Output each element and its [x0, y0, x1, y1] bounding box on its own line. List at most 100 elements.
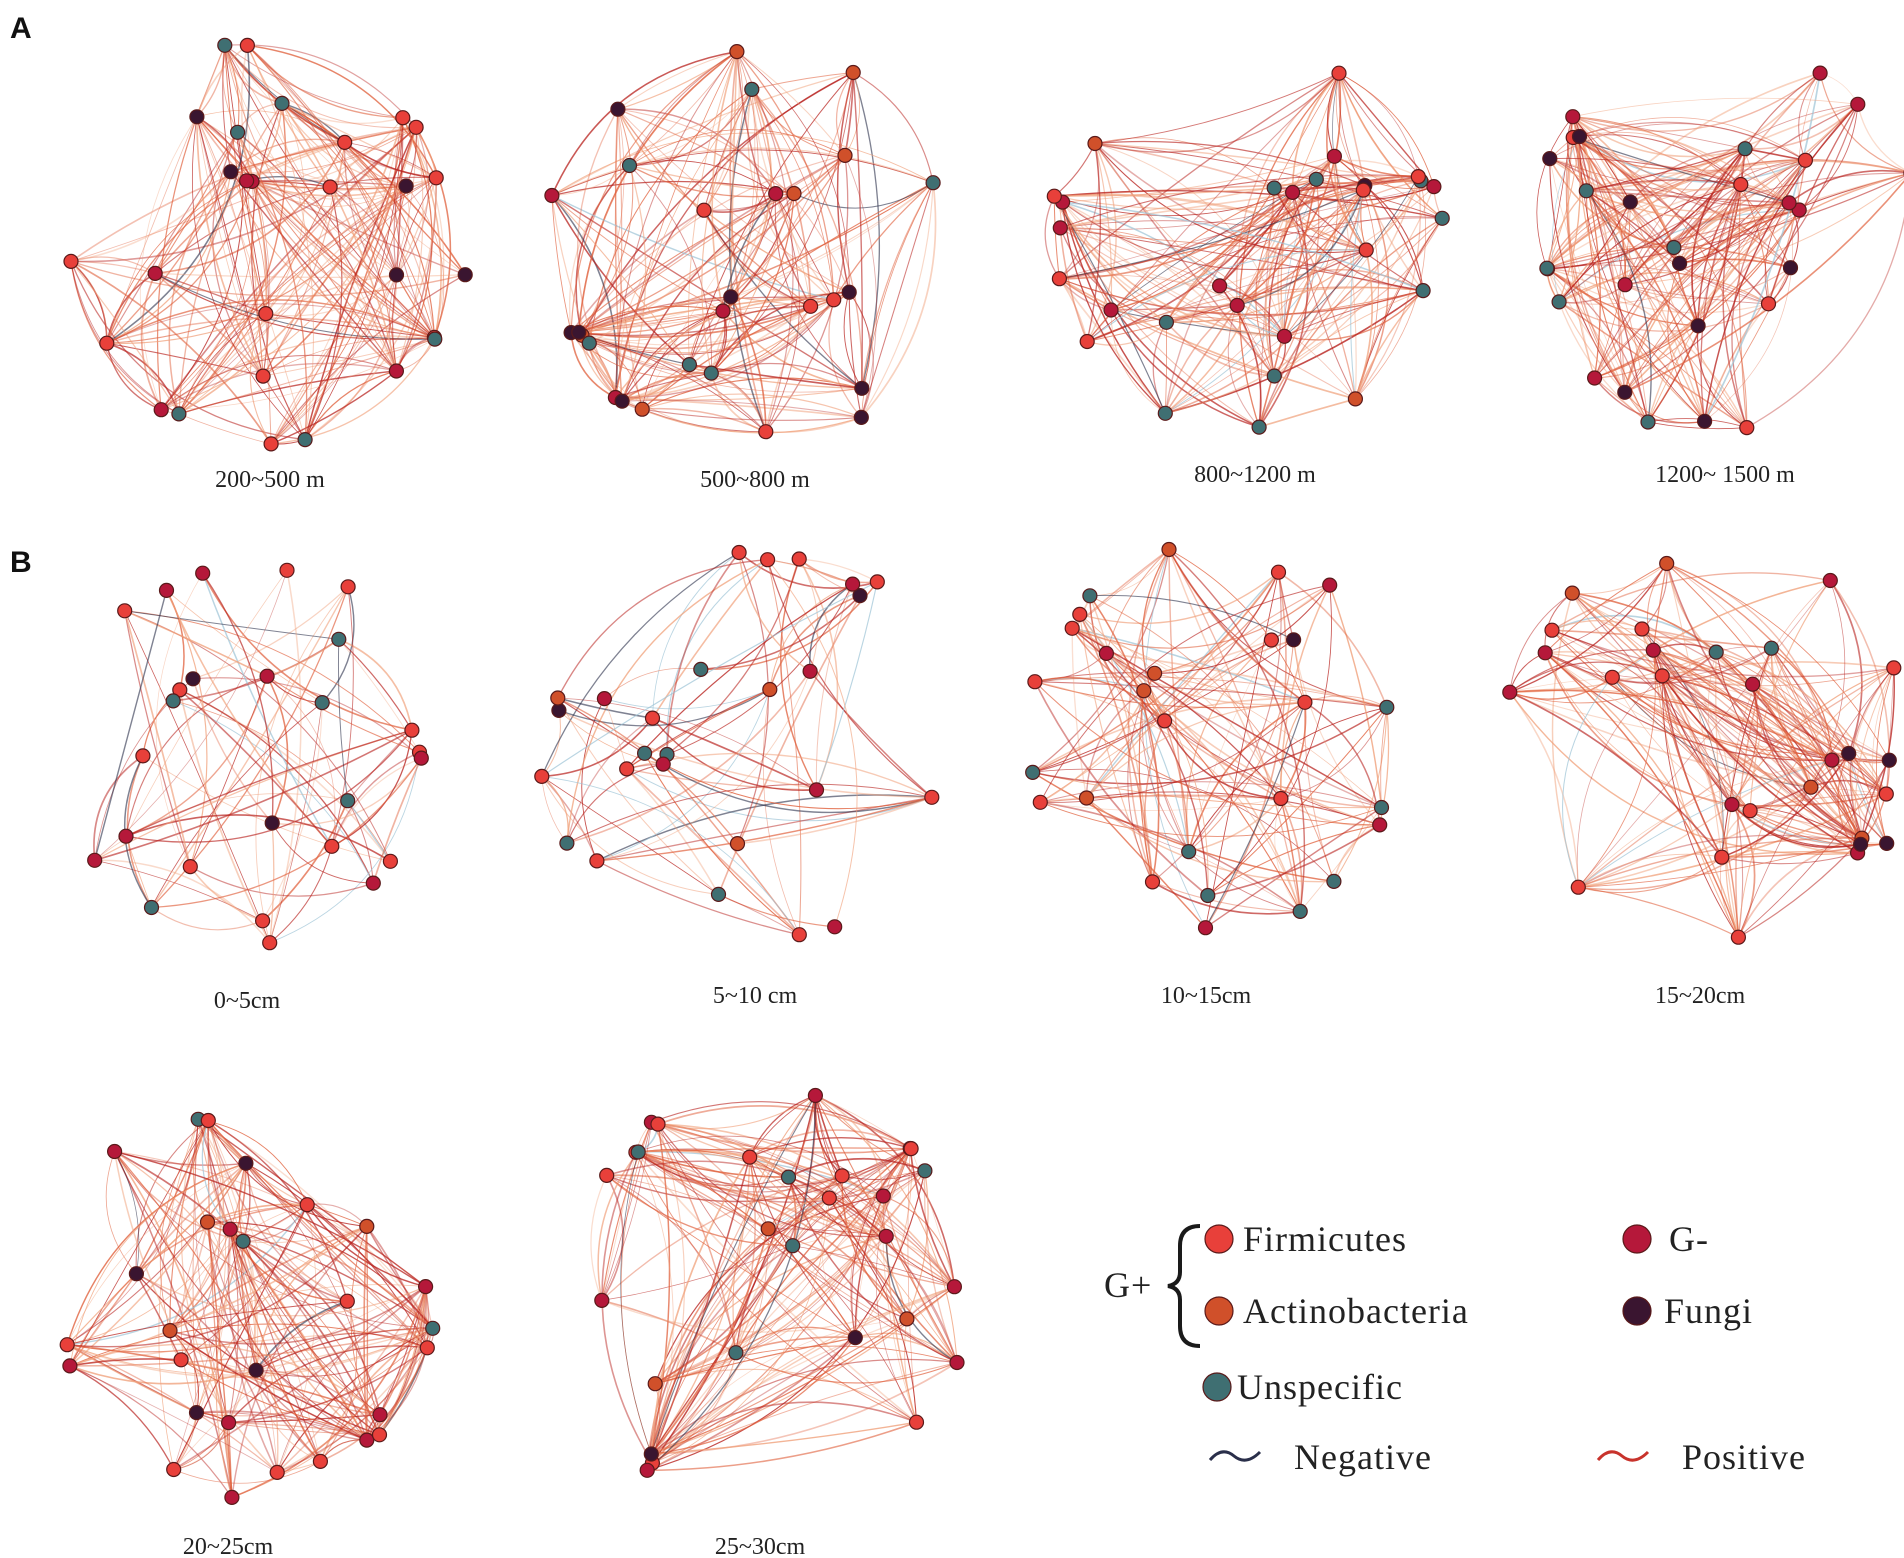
firmicutes-node	[650, 1116, 666, 1132]
unspecific-node	[1708, 644, 1724, 660]
positive-edge	[1509, 691, 1812, 788]
fungi-node	[1879, 835, 1895, 852]
positive-edge	[601, 1122, 652, 1301]
positive-edge	[1652, 649, 1812, 788]
unspecific-node	[925, 175, 941, 191]
fungi-node	[388, 267, 405, 283]
positive-edge	[644, 753, 800, 936]
legend-label-positive: Positive	[1682, 1437, 1806, 1477]
positive-edge	[196, 116, 435, 338]
g-minus-node	[222, 1221, 238, 1237]
positive-edge	[1264, 178, 1317, 377]
firmicutes-node	[1604, 669, 1620, 685]
positive-edge	[651, 1101, 912, 1150]
positive-edge	[1731, 159, 1806, 428]
positive-edge	[94, 729, 413, 862]
positive-edge	[749, 1156, 887, 1237]
g-minus-node	[875, 1188, 891, 1204]
actinobacteria-node	[1161, 541, 1177, 558]
positive-edge	[646, 1336, 856, 1472]
positive-edge	[1284, 218, 1443, 337]
firmicutes-node	[322, 179, 338, 195]
positive-edge	[1034, 681, 1380, 826]
positive-edge	[1354, 176, 1421, 400]
positive-edge	[581, 109, 625, 336]
positive-edge	[621, 291, 850, 402]
positive-edge	[1544, 652, 1751, 812]
positive-edge	[909, 1148, 956, 1288]
positive-edge	[192, 677, 422, 759]
positive-edge	[1549, 158, 1626, 393]
positive-edge	[1738, 837, 1863, 938]
positive-edge	[1577, 667, 1895, 888]
positive-edge	[621, 310, 724, 402]
positive-edge	[614, 109, 623, 402]
positive-edge	[711, 362, 863, 389]
firmicutes-node	[1046, 188, 1062, 204]
positive-edge	[1086, 217, 1443, 342]
positive-edge	[1188, 797, 1282, 853]
positive-edge	[207, 1203, 308, 1223]
fungi-node	[188, 1404, 205, 1421]
firmicutes-node	[1634, 621, 1650, 637]
g-minus-node	[594, 1292, 610, 1309]
positive-edge	[814, 1095, 843, 1177]
positive-edge	[1071, 627, 1145, 692]
positive-edge	[1034, 676, 1166, 722]
positive-edge	[1219, 192, 1294, 287]
positive-edge	[1547, 268, 1706, 422]
positive-edge	[125, 729, 413, 837]
positive-edge	[207, 1221, 428, 1349]
positive-edge	[1053, 196, 1060, 279]
positive-edge	[657, 1123, 769, 1230]
positive-edge	[196, 1120, 226, 1413]
positive-edge	[1044, 195, 1060, 280]
positive-edge	[1652, 650, 1739, 938]
negative-edge	[1641, 628, 1724, 858]
firmicutes-node	[1654, 668, 1670, 684]
panel-letter-a: A	[10, 12, 32, 45]
positive-edge	[1040, 801, 1382, 837]
positive-edge	[815, 583, 854, 790]
positive-edge	[1652, 649, 1812, 788]
positive-edge	[1059, 274, 1356, 400]
positive-edge	[1624, 174, 1904, 286]
positive-edge	[637, 1151, 955, 1288]
positive-edge	[1086, 143, 1117, 342]
positive-edge	[262, 337, 435, 377]
positive-edge	[1154, 584, 1331, 674]
positive-edge	[1058, 278, 1166, 414]
firmicutes-node	[312, 1453, 328, 1470]
positive-edge	[635, 1151, 830, 1200]
positive-edge	[269, 846, 333, 944]
positive-edge	[1577, 580, 1831, 888]
actinobacteria-node	[634, 401, 650, 417]
positive-edge	[617, 108, 795, 195]
positive-edge	[224, 45, 435, 338]
network-b4	[1502, 555, 1902, 945]
positive-edge	[178, 185, 407, 415]
firmicutes-node	[166, 1461, 182, 1478]
unspecific-node	[274, 95, 290, 112]
positive-edge	[306, 1204, 426, 1288]
network-label-a3: 800~1200 m	[1194, 462, 1316, 488]
positive-edge	[1364, 185, 1424, 292]
positive-edge	[1236, 192, 1293, 306]
positive-edge	[1152, 881, 1301, 915]
positive-edge	[229, 1229, 257, 1371]
positive-edge	[271, 822, 374, 884]
positive-edge	[1661, 675, 1812, 788]
fungi-node-icon	[1622, 1296, 1652, 1326]
firmicutes-node	[419, 1340, 435, 1356]
positive-edge	[1278, 571, 1388, 708]
positive-edge	[765, 305, 812, 432]
unspecific-node	[1551, 294, 1567, 310]
positive-edge	[1653, 649, 1863, 839]
positive-edge	[1679, 258, 1791, 269]
positive-edge	[703, 209, 850, 293]
positive-edge	[196, 116, 248, 182]
fungi-node	[571, 324, 587, 340]
positive-edge	[588, 342, 643, 410]
positive-edge	[815, 1095, 955, 1288]
positive-edge	[596, 796, 932, 862]
